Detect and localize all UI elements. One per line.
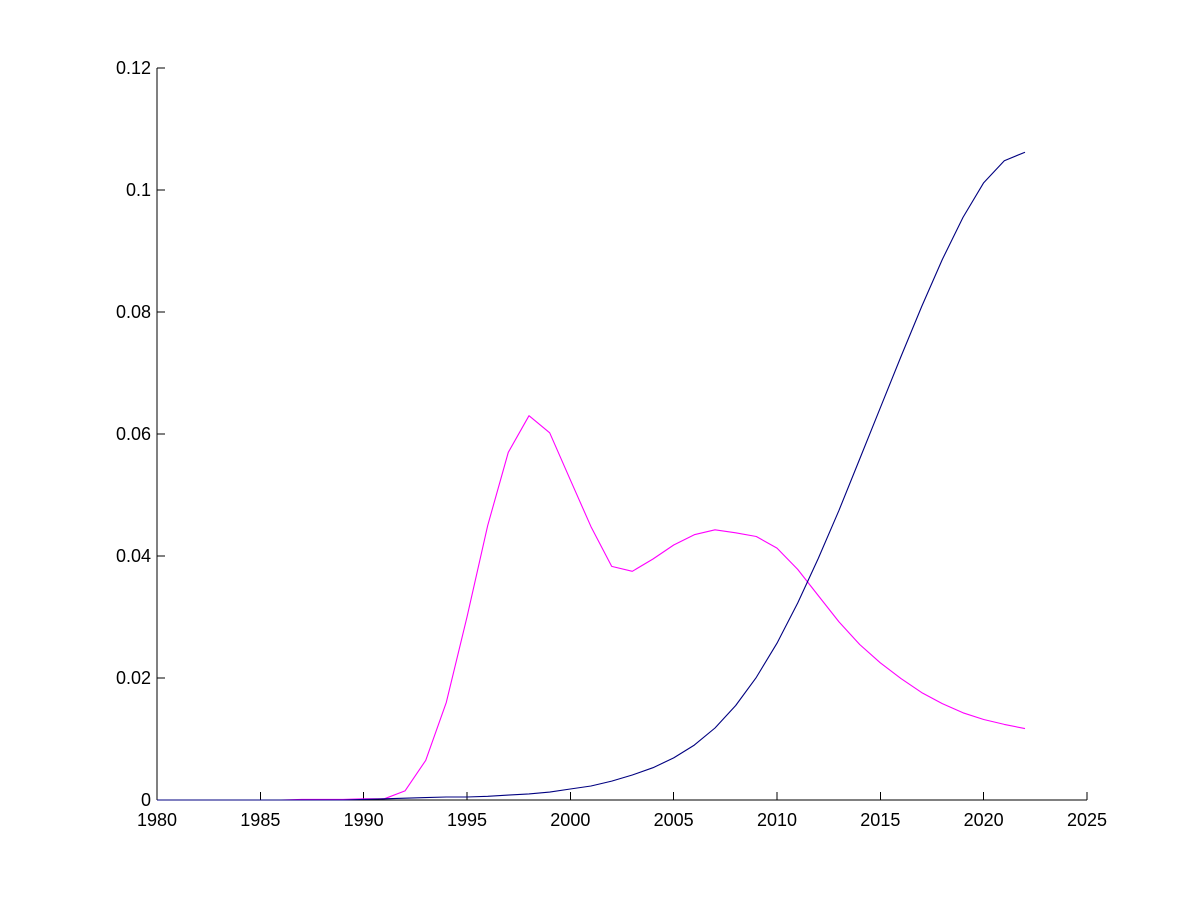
series-line-2 bbox=[157, 151, 1026, 801]
axes bbox=[156, 68, 1087, 801]
x-tick-label: 2020 bbox=[964, 810, 1004, 830]
y-tick-label: 0.1 bbox=[126, 180, 151, 200]
series-layer bbox=[157, 151, 1026, 801]
y-tick-label: 0.04 bbox=[116, 546, 151, 566]
x-tick-label: 1985 bbox=[240, 810, 280, 830]
x-ticks: 1980 1985 1990 1995 2000 2005 2010 2015 2020 2025 bbox=[137, 792, 1107, 830]
x-tick-label: 1980 bbox=[137, 810, 177, 830]
y-tick-label: 0.08 bbox=[116, 302, 151, 322]
y-ticks: 0 0.02 0.04 0.06 0.08 0.1 0.12 bbox=[116, 58, 165, 810]
x-tick-label: 2025 bbox=[1067, 810, 1107, 830]
x-tick-label: 2005 bbox=[654, 810, 694, 830]
series-line-1 bbox=[157, 415, 1026, 801]
x-tick-label: 2010 bbox=[757, 810, 797, 830]
x-tick-label: 2000 bbox=[550, 810, 590, 830]
y-tick-label: 0.02 bbox=[116, 668, 151, 688]
x-tick-label: 2015 bbox=[860, 810, 900, 830]
y-tick-label: 0.12 bbox=[116, 58, 151, 78]
y-tick-label: 0.06 bbox=[116, 424, 151, 444]
x-tick-label: 1995 bbox=[447, 810, 487, 830]
y-tick-label: 0 bbox=[141, 790, 151, 810]
x-tick-label: 1990 bbox=[344, 810, 384, 830]
